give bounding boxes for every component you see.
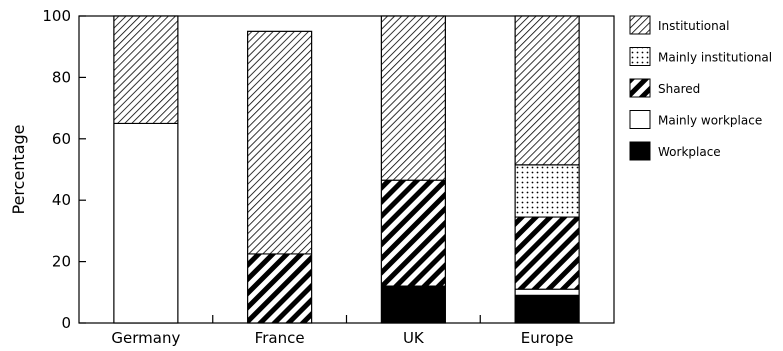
x-category-label: UK [403, 329, 425, 347]
legend: Institutional Mainly institutional Shared M… [629, 15, 772, 161]
bar-outline [514, 15, 580, 324]
y-tick-label: 40 [52, 191, 71, 209]
bar-segment-institutional-uk [381, 16, 446, 181]
bar-segment-institutional-france [247, 31, 312, 254]
bar-segment-workplace-europe [515, 295, 580, 323]
x-category-label: Germany [111, 329, 180, 347]
bar-segment-institutional-germany [113, 16, 178, 124]
y-tick-label: 0 [61, 314, 71, 332]
y-axis-title: Percentage [9, 124, 28, 214]
legend-swatch-workplace [629, 141, 651, 161]
x-category-label: France [255, 329, 305, 347]
bar-segment-shared-europe [515, 217, 580, 290]
bar-outline [380, 15, 446, 324]
legend-label: Workplace [658, 145, 721, 159]
y-tick-label: 100 [42, 7, 71, 25]
y-tick-label: 20 [52, 253, 71, 271]
bar-segment-mainly-workplace-europe [515, 289, 580, 296]
y-tick-label: 60 [52, 130, 71, 148]
bar-segment-mainly-workplace-germany [113, 123, 178, 323]
legend-label: Mainly institutional [658, 51, 772, 65]
bar-segment-mainly-institutional-europe [515, 164, 580, 218]
legend-swatch-mainly-workplace [629, 110, 651, 129]
legend-label: Mainly workplace [658, 114, 762, 128]
legend-swatch-institutional [629, 15, 651, 35]
bar-segment-shared-uk [381, 180, 446, 287]
bar-segment-workplace-uk [381, 286, 446, 323]
bar-segment-institutional-europe [515, 16, 580, 165]
y-tick-label: 80 [52, 68, 71, 86]
bar-outline [247, 30, 313, 324]
legend-swatch-mainly-institutional [629, 47, 651, 66]
legend-label: Institutional [658, 19, 729, 33]
legend-label: Shared [658, 82, 700, 96]
legend-swatch-shared [629, 78, 651, 98]
plot-area: 0 20 40 60 80 100 Percentage Germany France UK Eur… [9, 7, 615, 347]
x-category-label: Europe [521, 329, 574, 347]
bar-segment-shared-france [247, 253, 312, 323]
bar-outline [113, 15, 179, 324]
